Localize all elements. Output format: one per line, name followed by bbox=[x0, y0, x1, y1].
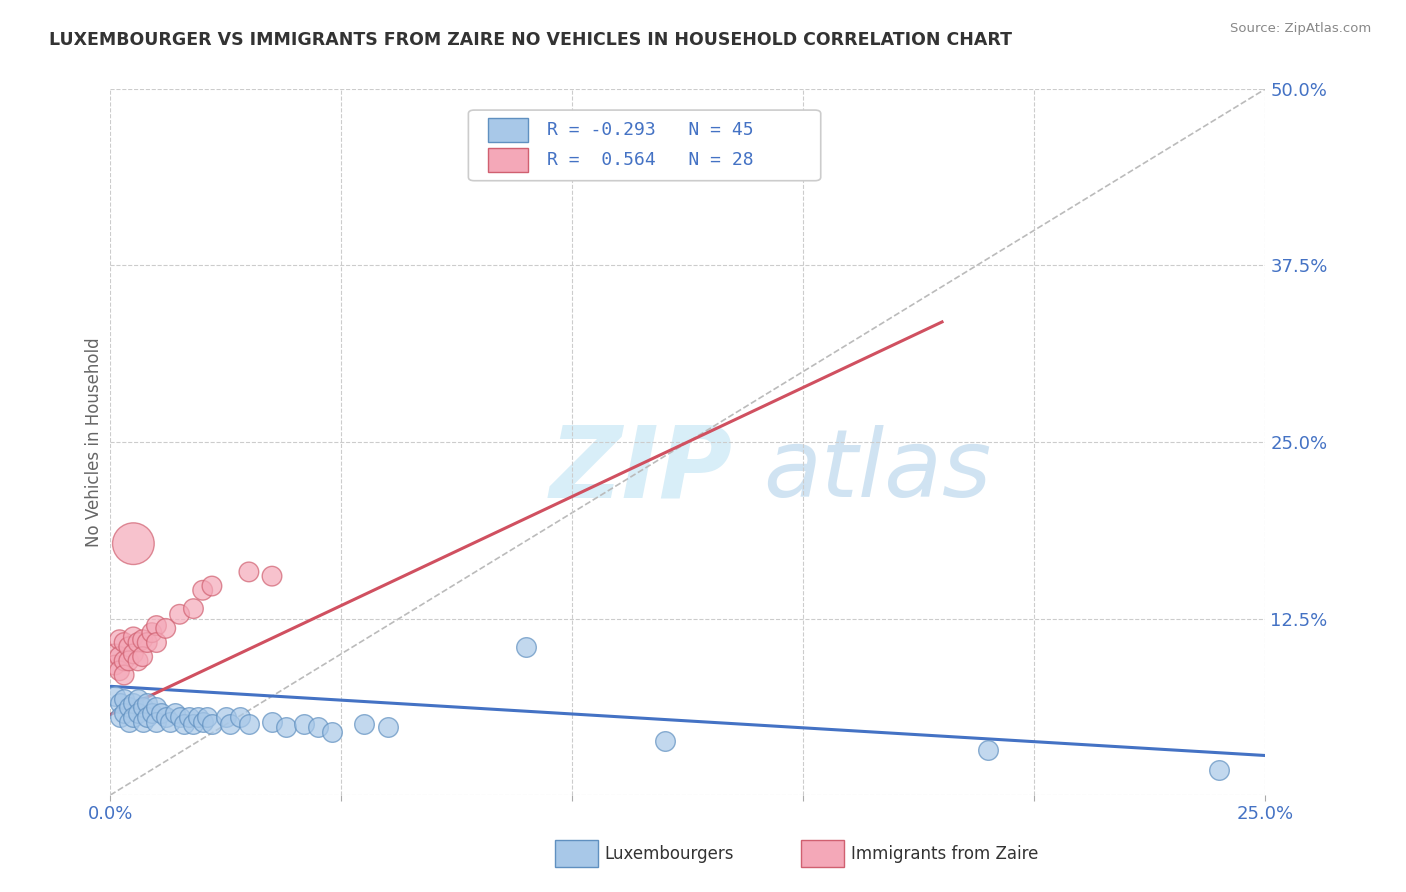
Point bbox=[169, 607, 191, 622]
Point bbox=[118, 714, 141, 729]
Point bbox=[122, 630, 145, 644]
Point bbox=[108, 710, 131, 724]
Text: R = -0.293   N = 45: R = -0.293 N = 45 bbox=[547, 121, 754, 139]
Point bbox=[127, 692, 149, 706]
Point bbox=[155, 710, 177, 724]
Point bbox=[122, 710, 145, 724]
Point bbox=[136, 635, 159, 649]
Point bbox=[183, 601, 205, 615]
Point bbox=[141, 706, 163, 720]
Point bbox=[187, 710, 209, 724]
Point bbox=[108, 664, 131, 678]
Point bbox=[122, 696, 145, 710]
Point bbox=[274, 720, 297, 734]
Point bbox=[127, 706, 149, 720]
Point bbox=[183, 717, 205, 731]
Point bbox=[108, 632, 131, 647]
Point bbox=[131, 632, 153, 647]
Point bbox=[191, 714, 214, 729]
Text: ZIP: ZIP bbox=[550, 422, 733, 519]
Point bbox=[307, 720, 329, 734]
Point bbox=[238, 717, 260, 731]
Point bbox=[112, 635, 135, 649]
Point bbox=[131, 649, 153, 664]
Point bbox=[238, 565, 260, 579]
FancyBboxPatch shape bbox=[468, 110, 821, 181]
Point bbox=[118, 700, 141, 714]
Point bbox=[260, 714, 283, 729]
Point bbox=[141, 625, 163, 640]
Point bbox=[163, 706, 186, 720]
Text: Source: ZipAtlas.com: Source: ZipAtlas.com bbox=[1230, 22, 1371, 36]
Point bbox=[112, 706, 135, 720]
Point bbox=[155, 621, 177, 635]
Point bbox=[145, 714, 167, 729]
Point bbox=[195, 710, 218, 724]
FancyBboxPatch shape bbox=[488, 148, 529, 172]
Text: Immigrants from Zaire: Immigrants from Zaire bbox=[851, 845, 1038, 863]
Point bbox=[353, 717, 375, 731]
Point bbox=[191, 583, 214, 598]
Point bbox=[145, 618, 167, 632]
Text: atlas: atlas bbox=[763, 425, 991, 516]
Point bbox=[201, 717, 224, 731]
Point bbox=[112, 668, 135, 682]
Point bbox=[122, 647, 145, 661]
Point bbox=[127, 635, 149, 649]
Point bbox=[108, 649, 131, 664]
Point bbox=[104, 647, 127, 661]
Point bbox=[104, 658, 127, 673]
Point bbox=[173, 717, 195, 731]
Point bbox=[145, 700, 167, 714]
Point bbox=[228, 710, 250, 724]
Point bbox=[127, 654, 149, 668]
Point bbox=[292, 717, 315, 731]
Point bbox=[654, 734, 676, 748]
Point bbox=[136, 696, 159, 710]
Point bbox=[112, 654, 135, 668]
Point bbox=[169, 710, 191, 724]
Point bbox=[145, 635, 167, 649]
Point bbox=[177, 710, 200, 724]
Point bbox=[104, 689, 127, 703]
Point bbox=[118, 654, 141, 668]
FancyBboxPatch shape bbox=[488, 118, 529, 142]
Point bbox=[1208, 763, 1230, 777]
Point bbox=[159, 714, 181, 729]
Point bbox=[977, 743, 1000, 757]
Point bbox=[377, 720, 399, 734]
Point bbox=[118, 640, 141, 654]
Point bbox=[136, 710, 159, 724]
Point bbox=[321, 724, 343, 739]
Y-axis label: No Vehicles in Household: No Vehicles in Household bbox=[86, 337, 103, 547]
Point bbox=[131, 700, 153, 714]
Point bbox=[108, 696, 131, 710]
Point bbox=[122, 536, 145, 550]
Text: R =  0.564   N = 28: R = 0.564 N = 28 bbox=[547, 151, 754, 169]
Text: LUXEMBOURGER VS IMMIGRANTS FROM ZAIRE NO VEHICLES IN HOUSEHOLD CORRELATION CHART: LUXEMBOURGER VS IMMIGRANTS FROM ZAIRE NO… bbox=[49, 31, 1012, 49]
Point bbox=[515, 640, 537, 654]
Text: Luxembourgers: Luxembourgers bbox=[605, 845, 734, 863]
Point bbox=[150, 706, 173, 720]
Point bbox=[112, 692, 135, 706]
Point bbox=[131, 714, 153, 729]
Point bbox=[201, 579, 224, 593]
Point bbox=[260, 569, 283, 583]
Point bbox=[215, 710, 238, 724]
Point bbox=[219, 717, 242, 731]
